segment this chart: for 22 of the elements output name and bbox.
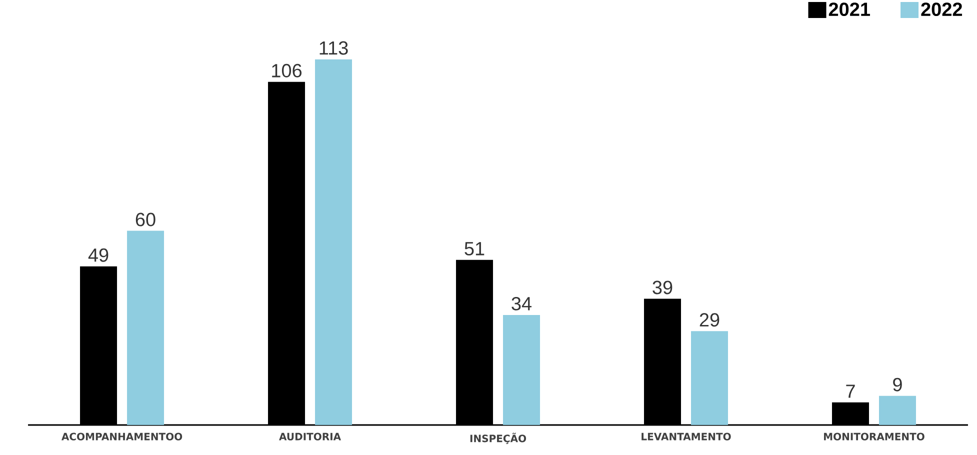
data-label: 39 [652, 280, 672, 294]
data-label: 9 [893, 378, 902, 392]
x-tick-label: LEVANTAMENTO [642, 432, 731, 440]
bar [878, 396, 916, 425]
x-tick-label: ACOMPANHAMENTOO [61, 432, 182, 440]
legend-label: 2021 [828, 2, 870, 16]
x-tick-label: INSPEÇÃO [470, 432, 526, 444]
bar [315, 59, 352, 425]
bar [127, 230, 164, 425]
bar [691, 331, 728, 425]
data-label: 7 [846, 384, 855, 398]
data-label: 34 [512, 296, 532, 310]
bar [503, 314, 540, 425]
legend-label: 2022 [921, 2, 962, 16]
data-label: 29 [700, 313, 720, 327]
data-label: 106 [272, 64, 302, 78]
data-label: 60 [136, 212, 156, 226]
data-label: 49 [88, 248, 108, 262]
data-label: 113 [320, 41, 348, 55]
data-label: 51 [464, 242, 484, 256]
x-tick-label: MONITORAMENTO [824, 432, 924, 440]
x-tick-label: AUDITORIA [279, 432, 341, 440]
